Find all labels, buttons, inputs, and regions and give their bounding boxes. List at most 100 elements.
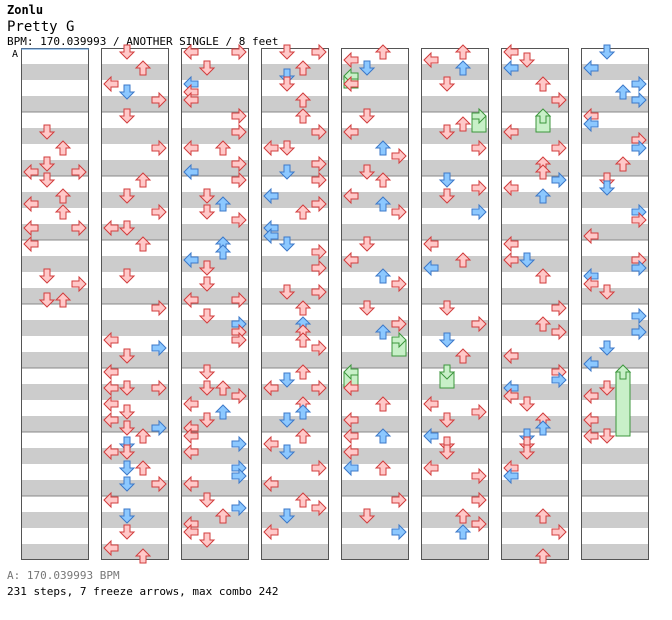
freeze-arrow bbox=[534, 108, 552, 133]
bpm-legend: A: 170.039993 BPM bbox=[7, 569, 120, 582]
arrow-down-icon bbox=[278, 508, 296, 524]
arrow-down-icon bbox=[278, 412, 296, 428]
beat-band bbox=[421, 288, 489, 304]
arrow-left-icon bbox=[23, 163, 39, 181]
beat-band bbox=[501, 512, 569, 528]
beat-band bbox=[101, 320, 169, 336]
arrow-left-icon bbox=[503, 347, 519, 365]
arrow-up-icon bbox=[294, 364, 312, 380]
arrow-right-icon bbox=[231, 331, 247, 349]
arrow-left-icon bbox=[503, 235, 519, 253]
arrow-right-icon bbox=[551, 139, 567, 157]
arrow-up-icon bbox=[374, 44, 392, 60]
arrow-right-icon bbox=[231, 291, 247, 309]
beat-band bbox=[261, 320, 329, 336]
column-border bbox=[501, 48, 569, 560]
arrow-right-icon bbox=[311, 155, 327, 173]
arrow-right-icon bbox=[231, 155, 247, 173]
arrow-down-icon bbox=[38, 156, 56, 172]
measure-column-8 bbox=[581, 44, 649, 560]
arrow-down-icon bbox=[438, 76, 456, 92]
arrow-up-icon bbox=[54, 188, 72, 204]
arrow-up-icon bbox=[374, 140, 392, 156]
beat-band bbox=[21, 96, 89, 112]
arrow-left-icon bbox=[343, 123, 359, 141]
arrow-up-icon bbox=[374, 324, 392, 340]
freeze-head-up-icon bbox=[534, 108, 552, 124]
beat-band bbox=[581, 480, 649, 496]
beat-band bbox=[581, 544, 649, 560]
arrow-up-icon bbox=[534, 508, 552, 524]
arrow-right-icon bbox=[151, 339, 167, 357]
beat-band bbox=[181, 352, 249, 368]
bpm-marker: A bbox=[12, 48, 89, 60]
arrow-down-icon bbox=[198, 260, 216, 276]
freeze-arrow bbox=[614, 364, 632, 437]
arrow-right-icon bbox=[551, 299, 567, 317]
column-border bbox=[421, 48, 489, 560]
arrow-up-icon bbox=[134, 548, 152, 564]
arrow-left-icon bbox=[263, 187, 279, 205]
arrow-down-icon bbox=[118, 420, 136, 436]
beat-band bbox=[501, 544, 569, 560]
arrow-left-icon bbox=[343, 443, 359, 461]
arrow-up-icon bbox=[374, 460, 392, 476]
arrow-left-icon bbox=[583, 427, 599, 445]
beat-band bbox=[181, 64, 249, 80]
arrow-right-icon bbox=[311, 171, 327, 189]
arrow-right-icon bbox=[631, 139, 647, 157]
arrow-up-icon bbox=[374, 428, 392, 444]
artist-name: Zonlu bbox=[7, 3, 44, 17]
arrow-left-icon bbox=[423, 235, 439, 253]
arrow-down-icon bbox=[118, 348, 136, 364]
beat-band bbox=[101, 288, 169, 304]
beat-band bbox=[101, 64, 169, 80]
arrow-left-icon bbox=[583, 355, 599, 373]
arrow-down-icon bbox=[598, 44, 616, 60]
arrow-left-icon bbox=[183, 251, 199, 269]
arrow-down-icon bbox=[278, 444, 296, 460]
arrow-up-icon bbox=[454, 348, 472, 364]
beat-band bbox=[21, 256, 89, 272]
arrow-up-icon bbox=[454, 116, 472, 132]
arrow-left-icon bbox=[343, 427, 359, 445]
beat-band bbox=[501, 448, 569, 464]
song-title: Pretty G bbox=[7, 19, 75, 35]
arrow-left-icon bbox=[103, 539, 119, 557]
beat-band bbox=[21, 416, 89, 432]
arrow-left-icon bbox=[183, 139, 199, 157]
beat-band bbox=[181, 192, 249, 208]
column-border bbox=[101, 48, 169, 560]
arrow-left-icon bbox=[503, 387, 519, 405]
beat-band bbox=[421, 192, 489, 208]
arrow-right-icon bbox=[391, 523, 407, 541]
arrow-left-icon bbox=[503, 59, 519, 77]
arrow-up-icon bbox=[54, 140, 72, 156]
arrow-left-icon bbox=[343, 379, 359, 397]
beat-band bbox=[421, 96, 489, 112]
arrow-up-icon bbox=[294, 60, 312, 76]
arrow-left-icon bbox=[23, 219, 39, 237]
arrow-up-icon bbox=[294, 492, 312, 508]
arrow-left-icon bbox=[183, 395, 199, 413]
arrow-down-icon bbox=[198, 364, 216, 380]
arrow-down-icon bbox=[118, 220, 136, 236]
arrow-right-icon bbox=[471, 491, 487, 509]
arrow-left-icon bbox=[263, 227, 279, 245]
arrow-right-icon bbox=[71, 219, 87, 237]
beat-band bbox=[501, 160, 569, 176]
step-stats: 231 steps, 7 freeze arrows, max combo 24… bbox=[7, 585, 279, 598]
arrow-right-icon bbox=[471, 403, 487, 421]
arrow-left-icon bbox=[183, 291, 199, 309]
arrow-right-icon bbox=[231, 435, 247, 453]
arrow-right-icon bbox=[471, 315, 487, 333]
arrow-down-icon bbox=[118, 444, 136, 460]
arrow-left-icon bbox=[263, 475, 279, 493]
arrow-down-icon bbox=[598, 180, 616, 196]
beat-band bbox=[101, 160, 169, 176]
arrow-right-icon bbox=[551, 171, 567, 189]
beat-band bbox=[101, 128, 169, 144]
arrow-down-icon bbox=[198, 60, 216, 76]
arrow-up-icon bbox=[294, 92, 312, 108]
